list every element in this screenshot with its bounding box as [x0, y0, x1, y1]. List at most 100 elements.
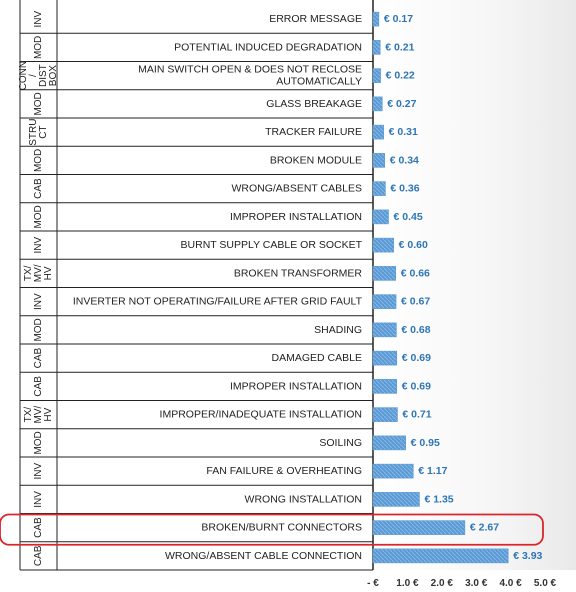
bar	[372, 435, 406, 451]
category-group-label: INV	[33, 10, 44, 27]
bar	[372, 548, 509, 564]
failure-label: DAMAGED CABLE	[272, 352, 362, 364]
category-group-label: TX/	[23, 265, 34, 281]
failure-label: BURNT SUPPLY CABLE OR SOCKET	[181, 239, 363, 251]
bar-value-label: € 0.45	[393, 211, 422, 223]
bar	[372, 124, 384, 140]
bar	[372, 463, 414, 479]
failure-label: ERROR MESSAGE	[269, 13, 362, 25]
failure-label: GLASS BREAKAGE	[266, 98, 362, 110]
category-group-label: /	[28, 74, 39, 77]
bar-value-label: € 0.69	[402, 352, 431, 364]
bar-value-label: € 2.67	[470, 522, 499, 534]
failure-label: WRONG INSTALLATION	[245, 493, 362, 505]
bar-value-label: € 0.60	[399, 239, 428, 251]
category-group-label: CAB	[33, 517, 44, 538]
category-group-label: BOX	[48, 65, 59, 86]
failure-label: WRONG/ABSENT CABLE CONNECTION	[165, 550, 362, 562]
category-table: INV ERROR MESSAGE MOD POTENTIAL INDUCED DEG…	[18, 0, 374, 571]
bars: € 0.17 € 0.21 € 0.22 € 0.27 € 0.31 € 0.34 € 0.…	[372, 11, 543, 564]
failure-label: IMPROPER INSTALLATION	[230, 211, 362, 223]
category-group-label: CT	[38, 125, 49, 138]
category-group-label: MOD	[33, 149, 44, 172]
bar	[372, 209, 389, 225]
failure-label: INVERTER NOT OPERATING/FAILURE AFTER GRI…	[73, 296, 363, 308]
bar	[372, 520, 466, 535]
failure-label: WRONG/ABSENT CABLES	[231, 183, 362, 195]
bar	[372, 68, 381, 83]
category-group-label: INV	[33, 293, 44, 310]
bar	[372, 266, 397, 281]
bar-value-label: € 0.67	[401, 296, 430, 308]
x-tick-label: 4.0 €	[499, 578, 522, 589]
bar	[372, 294, 397, 309]
failure-label: IMPROPER/INADEQUATE INSTALLATION	[160, 409, 362, 421]
bar-value-label: € 1.35	[424, 493, 453, 505]
category-group-label: INV	[33, 236, 44, 253]
category-group-label: CONN	[18, 61, 29, 90]
category-group-label: TX/	[23, 407, 34, 423]
x-tick-label: - €	[367, 578, 379, 589]
category-group-label: CAB	[33, 348, 44, 369]
bar-value-label: € 0.66	[401, 267, 430, 279]
highlight-box	[0, 513, 544, 546]
category-group-label: MOD	[33, 205, 44, 228]
category-group-label: MOD	[33, 431, 44, 454]
failure-label: BROKEN MODULE	[270, 154, 362, 166]
bar	[372, 350, 398, 366]
bar-value-label: € 0.69	[402, 380, 431, 392]
bar	[372, 40, 381, 55]
x-axis: - € 1.0 € 2.0 € 3.0 € 4.0 € 5.0 €	[367, 578, 556, 589]
bar-value-label: € 0.22	[386, 70, 415, 82]
bar-value-label: € 0.27	[387, 98, 416, 110]
category-group-label: MOD	[33, 92, 44, 115]
category-group-label: HV	[43, 266, 54, 280]
category-group-label: MV/	[33, 406, 44, 424]
bar-value-label: € 0.95	[411, 437, 440, 449]
highlight-annotation	[0, 513, 544, 546]
category-group-label: MOD	[33, 36, 44, 59]
x-tick-label: 5.0 €	[534, 578, 557, 589]
bar	[372, 11, 380, 27]
bar-value-label: € 3.93	[513, 550, 542, 562]
category-group-label: CAB	[33, 178, 44, 199]
bar-value-label: € 0.68	[401, 324, 430, 336]
failure-label: POTENTIAL INDUCED DEGRADATION	[174, 41, 362, 53]
category-group-label: STRU	[28, 119, 39, 146]
failure-label: BROKEN/BURNT CONNECTORS	[201, 522, 362, 534]
category-group-label: CAB	[33, 376, 44, 397]
category-group-label: MOD	[33, 318, 44, 341]
failure-label: AUTOMATICALLY	[276, 76, 362, 88]
bar-value-label: € 1.17	[418, 465, 447, 477]
bar-value-label: € 0.31	[389, 126, 418, 138]
bar-value-label: € 0.71	[402, 409, 431, 421]
category-group-label: MV/	[33, 264, 44, 282]
failure-label: SOILING	[319, 437, 362, 449]
bar-value-label: € 0.17	[384, 13, 413, 25]
bar	[372, 153, 385, 168]
bar-value-label: € 0.21	[385, 41, 414, 53]
bar	[372, 237, 394, 253]
bar-value-label: € 0.36	[390, 183, 419, 195]
category-group-label: DIST	[38, 64, 49, 87]
bar	[372, 407, 398, 422]
category-group-label: CAB	[33, 545, 44, 566]
failure-label: IMPROPER INSTALLATION	[230, 380, 362, 392]
failure-label: BROKEN TRANSFORMER	[234, 267, 363, 279]
bar-value-label: € 0.34	[390, 154, 419, 166]
failure-label: FAN FAILURE & OVERHEATING	[206, 465, 362, 477]
x-tick-label: 2.0 €	[431, 578, 454, 589]
bar	[372, 492, 420, 507]
bar	[372, 181, 386, 196]
bar	[372, 322, 397, 338]
category-group-label: INV	[33, 462, 44, 479]
failure-label: TRACKER FAILURE	[265, 126, 362, 138]
x-tick-label: 3.0 €	[465, 578, 488, 589]
bar	[372, 379, 398, 394]
category-group-label: INV	[33, 491, 44, 508]
failure-label: SHADING	[314, 324, 362, 336]
failure-label: MAIN SWITCH OPEN & DOES NOT RECLOSE	[138, 64, 362, 76]
x-tick-label: 1.0 €	[396, 578, 419, 589]
